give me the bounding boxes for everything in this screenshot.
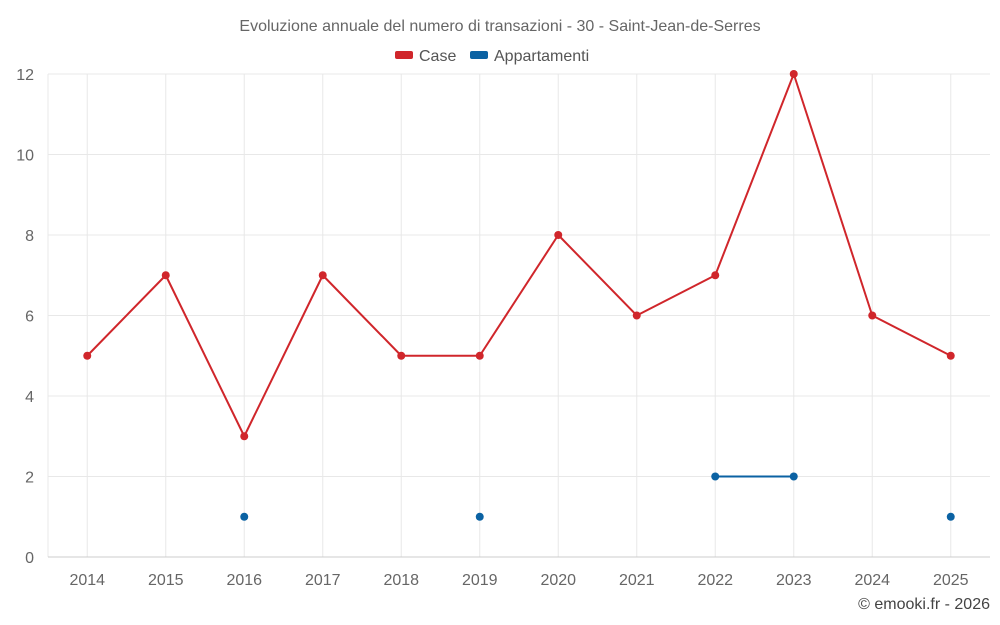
data-point-case-2020[interactable]: [554, 231, 563, 239]
data-point-case-2023[interactable]: [789, 70, 798, 78]
x-tick-label: 2015: [148, 572, 184, 589]
data-point-appartamenti-2022[interactable]: [711, 472, 720, 481]
series-appartamenti: [240, 472, 955, 521]
x-tick-label: 2021: [619, 572, 655, 589]
x-tick-label: 2019: [462, 572, 498, 589]
legend-label-case: Case: [419, 48, 456, 65]
data-point-case-2018[interactable]: [397, 351, 406, 360]
y-tick-label: 8: [25, 228, 34, 245]
data-point-case-2017[interactable]: [318, 271, 327, 280]
y-tick-label: 6: [25, 309, 34, 326]
data-point-appartamenti-2019[interactable]: [475, 512, 484, 521]
y-tick-label: 12: [16, 67, 34, 84]
data-point-case-2019[interactable]: [475, 351, 484, 360]
series-case: [83, 70, 955, 441]
axes: 0 2 4 6 8 10 12 2014 2015 2016 2017 2018 2019 2020 202…: [16, 67, 990, 589]
grid: [48, 73, 990, 557]
series-segment-case: [321, 274, 403, 357]
series-segment-case: [792, 73, 874, 317]
x-tick-label: 2020: [540, 572, 576, 589]
legend-label-appartamenti: Appartamenti: [494, 48, 589, 65]
legend-swatch-case: [395, 51, 413, 59]
data-point-appartamenti-2016[interactable]: [240, 512, 249, 521]
data-point-case-2021[interactable]: [632, 311, 641, 320]
x-tick-label: 2023: [776, 572, 812, 589]
series-segment-case: [86, 274, 167, 357]
data-point-case-2016[interactable]: [240, 432, 249, 441]
x-tick-label: 2016: [226, 572, 262, 589]
series-segment-case: [243, 274, 324, 438]
data-point-case-2024[interactable]: [868, 311, 877, 320]
x-tick-label: 2025: [933, 572, 969, 589]
series-segment-case: [714, 73, 795, 277]
series-segment-case: [635, 274, 717, 317]
data-point-appartamenti-2025[interactable]: [946, 512, 955, 521]
data-point-case-2015[interactable]: [161, 271, 170, 280]
series-segment-case: [478, 234, 560, 357]
legend-swatch-appartamenti: [470, 51, 488, 59]
data-point-case-2014[interactable]: [83, 351, 92, 360]
x-tick-label: 2024: [854, 572, 890, 589]
chart-title: Evoluzione annuale del numero di transaz…: [239, 18, 760, 35]
data-point-case-2022[interactable]: [711, 271, 720, 280]
legend-item-case[interactable]: Case: [395, 48, 456, 65]
series: [83, 70, 955, 521]
legend: Case Appartamenti: [395, 48, 589, 65]
x-tick-label: 2017: [305, 572, 341, 589]
series-segment-case: [164, 274, 246, 438]
data-point-case-2025[interactable]: [946, 351, 955, 360]
data-point-appartamenti-2023[interactable]: [789, 472, 798, 481]
y-tick-label: 0: [25, 550, 34, 567]
series-segment-case: [557, 234, 638, 317]
x-tick-label: 2022: [697, 572, 733, 589]
x-tick-label: 2014: [69, 572, 105, 589]
x-tick-label: 2018: [383, 572, 419, 589]
credit: © emooki.fr - 2026: [858, 596, 990, 613]
y-tick-label: 2: [25, 470, 34, 487]
y-tick-label: 4: [25, 389, 34, 406]
series-segment-case: [871, 314, 952, 357]
y-tick-label: 10: [16, 148, 34, 165]
legend-item-appartamenti[interactable]: Appartamenti: [470, 48, 589, 65]
